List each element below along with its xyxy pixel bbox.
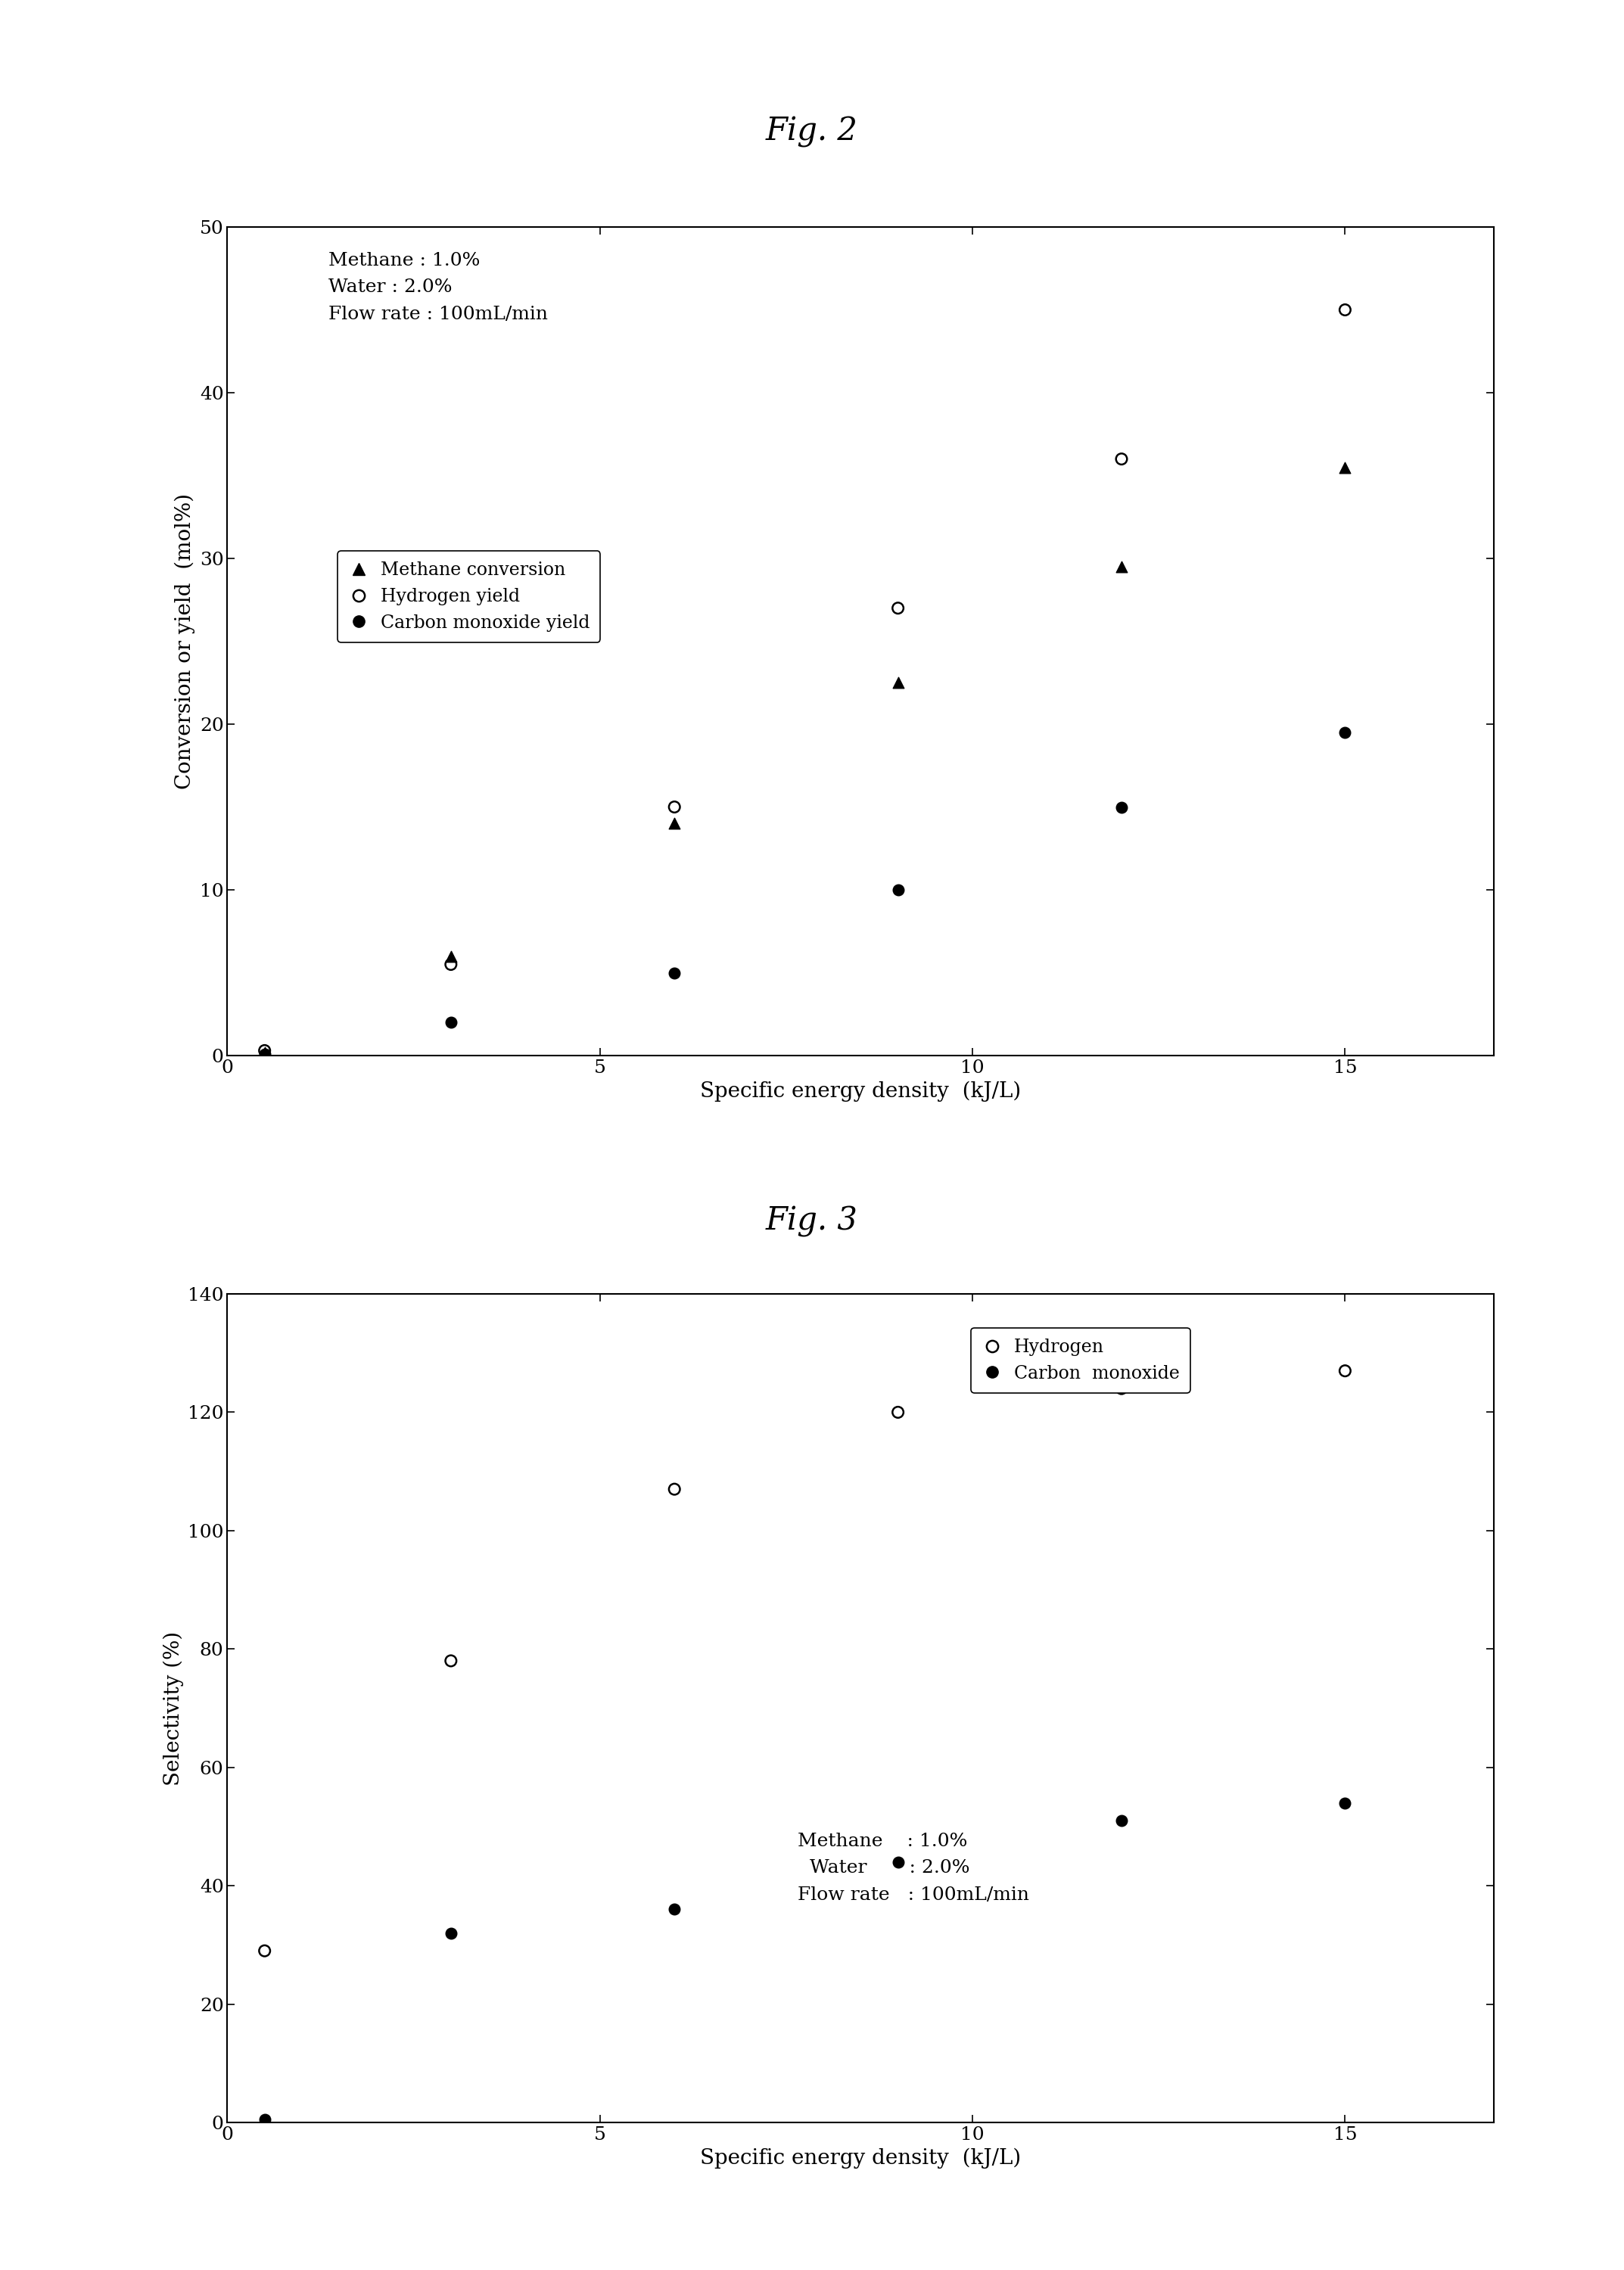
Point: [885, 1394, 911, 1430]
Point: [438, 1003, 464, 1040]
Text: Methane    : 1.0%
  Water       : 2.0%
Flow rate   : 100mL/min: Methane : 1.0% Water : 2.0% Flow rate : …: [797, 1832, 1030, 1905]
Point: [438, 947, 464, 983]
Point: [661, 953, 687, 990]
X-axis label: Specific energy density  (kJ/L): Specific energy density (kJ/L): [700, 1081, 1021, 1101]
Point: [1109, 1802, 1135, 1839]
Point: [1332, 715, 1358, 751]
Point: [438, 1643, 464, 1680]
Text: Fig. 2: Fig. 2: [767, 116, 857, 148]
Point: [1109, 549, 1135, 586]
Point: [1109, 790, 1135, 826]
Point: [885, 590, 911, 627]
Point: [1109, 440, 1135, 477]
Point: [885, 872, 911, 908]
Point: [252, 1035, 278, 1071]
Point: [252, 1035, 278, 1071]
Point: [1332, 293, 1358, 329]
Point: [1332, 1353, 1358, 1389]
X-axis label: Specific energy density  (kJ/L): Specific energy density (kJ/L): [700, 2147, 1021, 2168]
Y-axis label: Selectivity (%): Selectivity (%): [162, 1630, 184, 1786]
Point: [661, 790, 687, 826]
Point: [252, 1932, 278, 1968]
Text: Methane : 1.0%
Water : 2.0%
Flow rate : 100mL/min: Methane : 1.0% Water : 2.0% Flow rate : …: [328, 252, 549, 322]
Point: [438, 938, 464, 974]
Point: [661, 1891, 687, 1927]
Point: [661, 1471, 687, 1507]
Point: [1332, 1784, 1358, 1821]
Point: [252, 1033, 278, 1069]
Point: [885, 1843, 911, 1880]
Legend: Methane conversion, Hydrogen yield, Carbon monoxide yield: Methane conversion, Hydrogen yield, Carb…: [338, 552, 601, 642]
Text: Fig. 3: Fig. 3: [767, 1205, 857, 1237]
Point: [252, 2102, 278, 2138]
Point: [661, 806, 687, 842]
Legend: Hydrogen, Carbon  monoxide: Hydrogen, Carbon monoxide: [971, 1328, 1190, 1394]
Point: [1109, 1371, 1135, 1407]
Point: [438, 1916, 464, 1952]
Y-axis label: Conversion or yield  (mol%): Conversion or yield (mol%): [175, 493, 195, 790]
Point: [1332, 449, 1358, 486]
Point: [885, 665, 911, 701]
